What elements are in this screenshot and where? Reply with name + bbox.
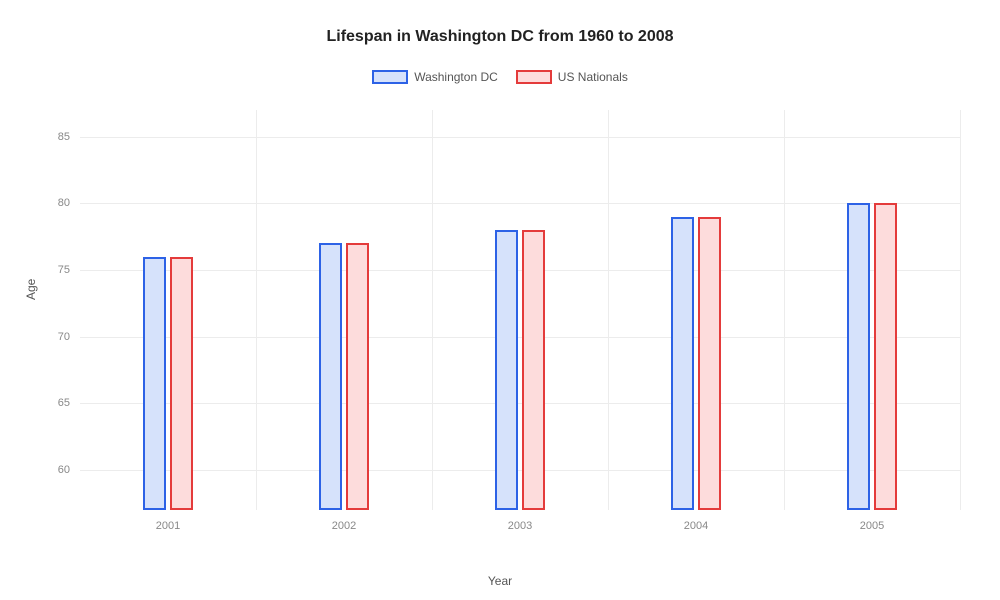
bar: [319, 243, 342, 510]
xtick-label: 2005: [860, 520, 884, 532]
legend-item-0: Washington DC: [372, 70, 498, 84]
xtick-label: 2003: [508, 520, 532, 532]
legend-item-1: US Nationals: [516, 70, 628, 84]
gridline: [80, 403, 960, 404]
xtick-label: 2001: [156, 520, 180, 532]
bar: [874, 203, 897, 510]
legend-swatch: [516, 70, 552, 84]
xtick-label: 2002: [332, 520, 356, 532]
legend: Washington DC US Nationals: [0, 70, 1000, 84]
bar: [847, 203, 870, 510]
gridline: [80, 270, 960, 271]
legend-label: Washington DC: [414, 70, 498, 84]
gridline: [80, 137, 960, 138]
gridline: [80, 203, 960, 204]
gridline: [80, 337, 960, 338]
ytick-label: 75: [58, 264, 70, 276]
legend-label: US Nationals: [558, 70, 628, 84]
bar: [671, 217, 694, 510]
gridline: [80, 470, 960, 471]
ytick-label: 80: [58, 197, 70, 209]
bar: [346, 243, 369, 510]
group-divider: [960, 110, 961, 510]
bar: [698, 217, 721, 510]
y-axis-label: Age: [24, 279, 38, 300]
group-divider: [784, 110, 785, 510]
bar: [522, 230, 545, 510]
ytick-label: 60: [58, 464, 70, 476]
ytick-label: 85: [58, 131, 70, 143]
bar: [143, 257, 166, 510]
bar: [170, 257, 193, 510]
group-divider: [256, 110, 257, 510]
ytick-label: 65: [58, 397, 70, 409]
ytick-label: 70: [58, 331, 70, 343]
bar: [495, 230, 518, 510]
legend-swatch: [372, 70, 408, 84]
group-divider: [432, 110, 433, 510]
xtick-label: 2004: [684, 520, 708, 532]
chart-title: Lifespan in Washington DC from 1960 to 2…: [0, 0, 1000, 46]
x-axis-label: Year: [0, 574, 1000, 588]
plot-area: 60657075808520012002200320042005: [80, 110, 960, 510]
group-divider: [608, 110, 609, 510]
